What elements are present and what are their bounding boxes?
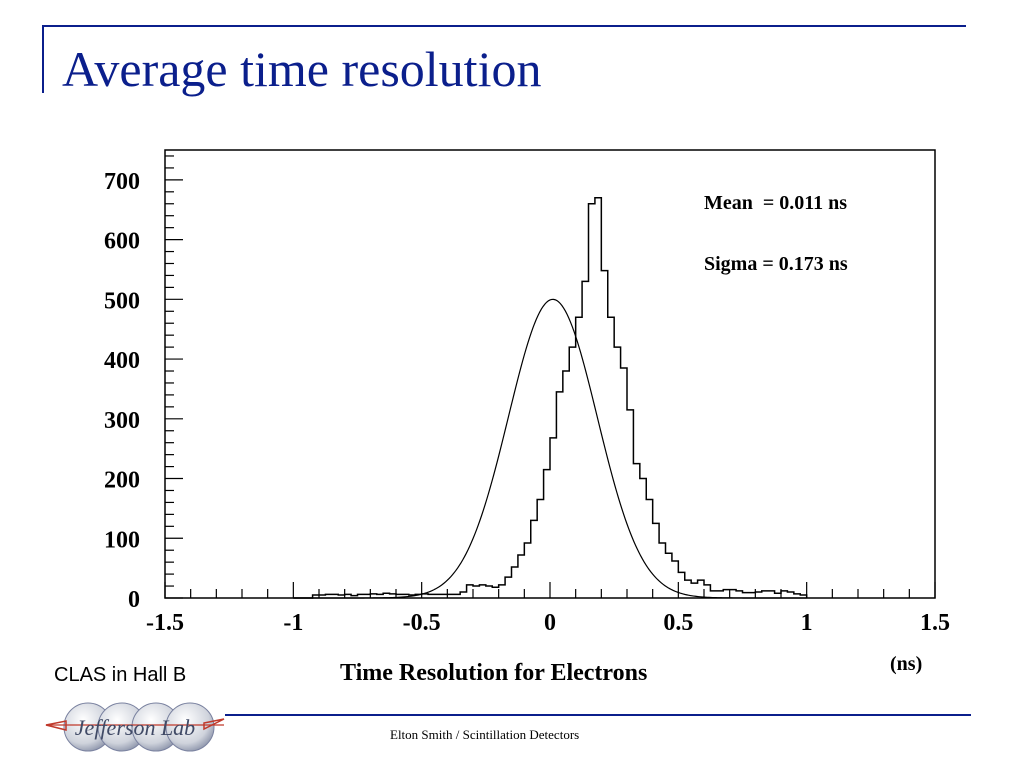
x-tick-label: 0.5	[663, 610, 693, 636]
x-tick-label: -0.5	[403, 610, 441, 636]
plot-frame	[164, 149, 936, 599]
x-tick-label: 0	[544, 610, 556, 636]
axis-ticks	[164, 155, 936, 599]
y-tick-label: 300	[104, 408, 140, 434]
y-tick-label: 600	[104, 229, 140, 255]
y-tick-label: 200	[104, 468, 140, 494]
x-axis-unit: (ns)	[890, 653, 922, 675]
x-tick-label: -1	[283, 610, 303, 636]
clas-hall-b-label: CLAS in Hall B	[54, 664, 187, 686]
y-tick-label: 0	[128, 587, 140, 613]
annotation-sigma: Sigma = 0.173 ns	[704, 253, 848, 275]
footer-text: Elton Smith / Scintillation Detectors	[390, 727, 580, 742]
x-axis-label: Time Resolution for Electrons	[340, 660, 647, 686]
top-rule	[42, 25, 966, 27]
bottom-rule	[225, 714, 971, 716]
x-tick-label: 1	[801, 610, 813, 636]
x-tick-label: 1.5	[920, 610, 950, 636]
tick-labels: -1.5 -1 -0.5 0 0.5 1 1.5 0 100 200 300 400 500 600 700	[104, 169, 950, 636]
histogram-bars	[293, 197, 808, 599]
gaussian-fit-curve	[293, 298, 807, 599]
y-tick-label: 400	[104, 348, 140, 374]
annotation-mean: Mean = 0.011 ns	[704, 192, 847, 214]
logo-text: Jefferson Lab	[75, 715, 195, 740]
histogram-chart: -1.5 -1 -0.5 0 0.5 1 1.5 0 100 200 300 400 500 600 700…	[104, 149, 950, 686]
y-tick-label: 700	[104, 169, 140, 195]
y-tick-label: 100	[104, 527, 140, 553]
x-tick-label: -1.5	[146, 610, 184, 636]
y-tick-label: 500	[104, 288, 140, 314]
slide-title: Average time resolution	[62, 41, 542, 97]
jefferson-lab-logo: Jefferson Lab	[45, 702, 225, 752]
left-rule	[42, 25, 44, 93]
